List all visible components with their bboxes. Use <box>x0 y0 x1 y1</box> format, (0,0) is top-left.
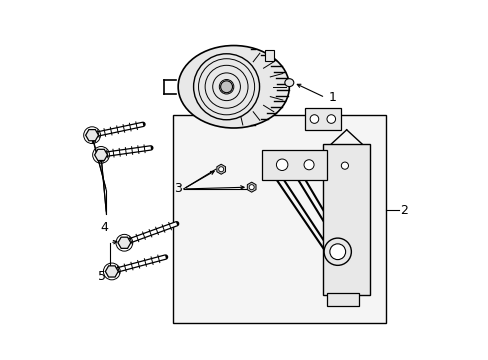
Circle shape <box>218 167 223 172</box>
Bar <box>262 149 326 180</box>
Polygon shape <box>247 182 256 192</box>
Bar <box>265 50 274 61</box>
Bar <box>326 293 359 306</box>
Circle shape <box>326 115 335 123</box>
Bar <box>323 144 369 295</box>
Circle shape <box>309 115 318 123</box>
Text: 1: 1 <box>328 91 336 104</box>
Polygon shape <box>118 237 131 248</box>
Bar <box>172 116 386 323</box>
Circle shape <box>329 244 345 260</box>
Ellipse shape <box>285 79 293 87</box>
Text: 5: 5 <box>98 270 106 283</box>
Bar <box>305 108 341 130</box>
Circle shape <box>304 160 313 170</box>
Circle shape <box>324 238 351 265</box>
Text: 3: 3 <box>174 183 182 195</box>
Circle shape <box>341 162 348 169</box>
Circle shape <box>220 81 232 93</box>
Circle shape <box>249 185 254 190</box>
Polygon shape <box>105 266 118 277</box>
Circle shape <box>276 159 287 171</box>
Polygon shape <box>85 130 99 141</box>
Polygon shape <box>94 149 107 161</box>
Text: 4: 4 <box>101 221 108 234</box>
Circle shape <box>193 54 259 120</box>
Text: 2: 2 <box>400 204 407 217</box>
Polygon shape <box>216 164 225 174</box>
Ellipse shape <box>178 45 289 128</box>
